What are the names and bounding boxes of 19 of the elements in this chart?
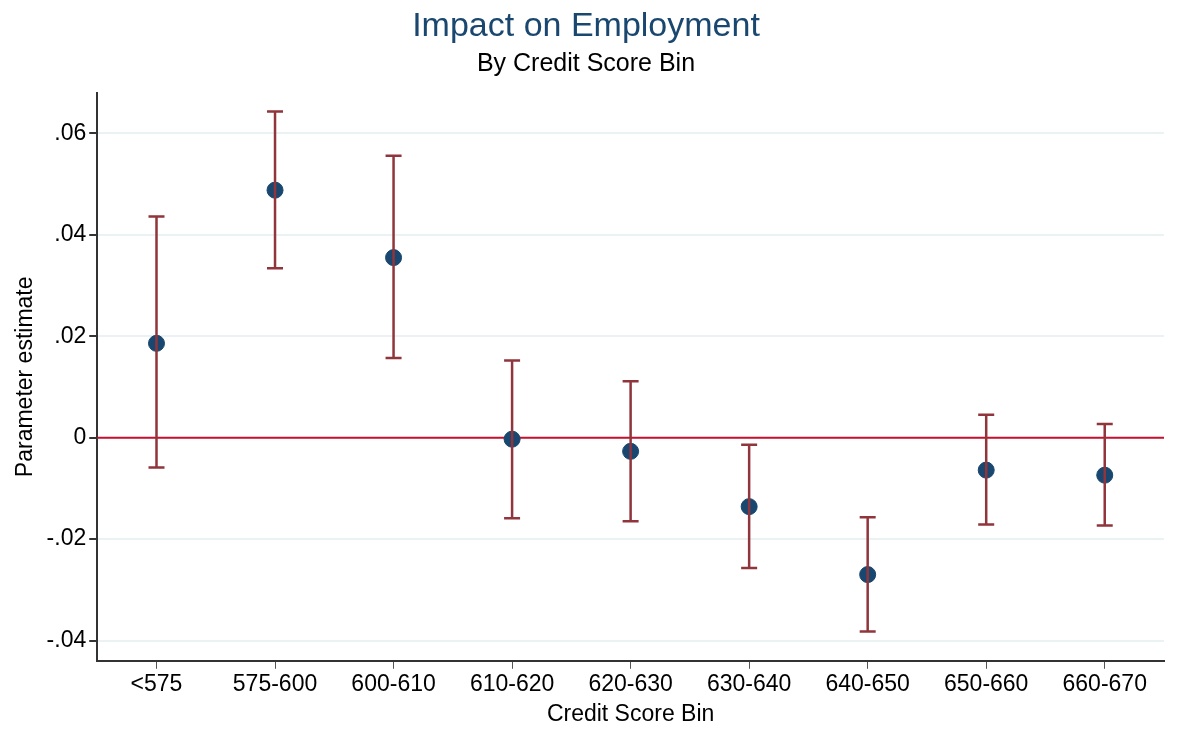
y-tick-label: -.02 xyxy=(46,524,87,551)
x-axis-title: Credit Score Bin xyxy=(546,699,715,726)
x-tick-label: 630-640 xyxy=(706,669,792,696)
x-tick-label: 610-620 xyxy=(469,669,555,696)
x-tick-label: 650-660 xyxy=(943,669,1029,696)
y-axis-title: Parameter estimate xyxy=(11,276,38,478)
x-tick-label: 660-670 xyxy=(1062,669,1147,696)
x-tick-label: <575 xyxy=(130,669,183,696)
x-tick-label: 600-610 xyxy=(351,669,436,696)
y-tick-label: -.04 xyxy=(46,625,87,652)
chart-title: Impact on Employment xyxy=(412,4,761,43)
y-tick-label: .06 xyxy=(54,118,87,145)
x-tick-label: 620-630 xyxy=(588,669,673,696)
y-tick-label: .02 xyxy=(54,321,87,348)
y-tick-label: .04 xyxy=(54,220,87,247)
chart-subtitle: By Credit Score Bin xyxy=(476,47,696,76)
x-tick-label: 640-650 xyxy=(825,669,910,696)
x-tick-label: 575-600 xyxy=(232,669,318,696)
y-tick-label: 0 xyxy=(73,423,87,449)
